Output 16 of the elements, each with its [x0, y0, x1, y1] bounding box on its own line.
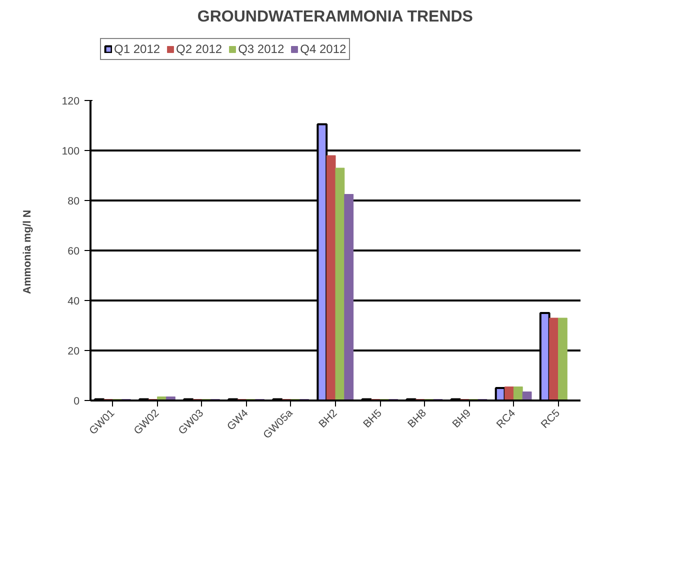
- y-tick-label: 0: [74, 396, 80, 408]
- y-tick-label: 120: [62, 96, 80, 108]
- y-tick-label: 80: [68, 196, 80, 208]
- legend-label: Q1 2012: [114, 42, 160, 56]
- y-tick-label: 40: [68, 296, 80, 308]
- y-tick-label: 60: [68, 246, 80, 258]
- legend-label: Q2 2012: [176, 42, 222, 56]
- legend-label: Q4 2012: [300, 42, 346, 56]
- y-tick-label: 20: [68, 346, 80, 358]
- y-tick-label: 100: [62, 146, 80, 158]
- x-tick-label: BH2: [316, 407, 340, 430]
- y-axis-title: Ammonia mg/l N: [22, 210, 34, 294]
- chart-title: GROUNDWATERAMMONIA TRENDS: [197, 8, 474, 26]
- legend-label: Q3 2012: [238, 42, 284, 56]
- x-tick-label: BH8: [406, 407, 429, 430]
- x-tick-label: BH9: [450, 407, 474, 430]
